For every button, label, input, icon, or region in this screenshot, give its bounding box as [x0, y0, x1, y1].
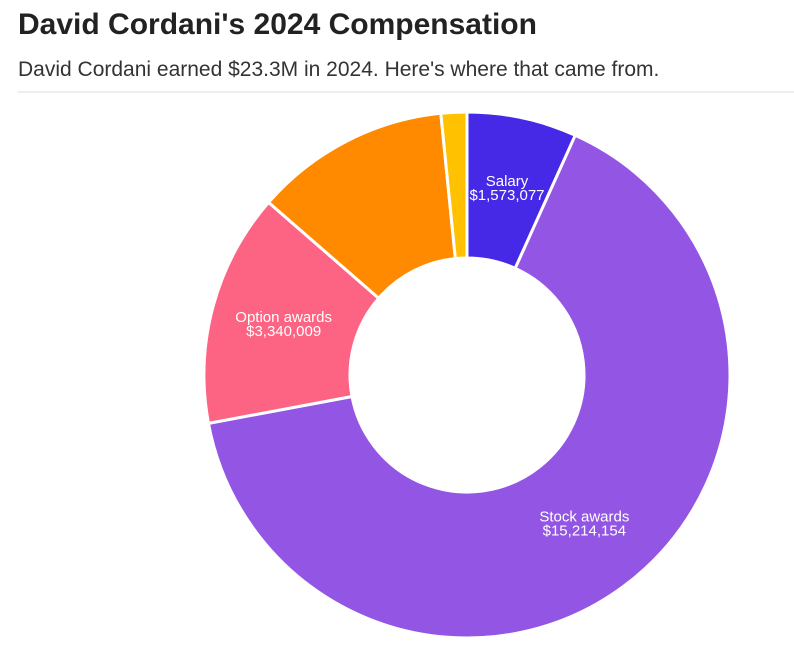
slice: [439, 110, 469, 261]
slice: [202, 200, 381, 426]
slice-value: $3,340,009: [246, 323, 321, 340]
chart-subtitle: David Cordani earned $23.3M in 2024. Her…: [18, 58, 659, 81]
slice: [206, 133, 732, 640]
slice: [266, 111, 457, 301]
slice-label: Stock awards: [539, 508, 629, 525]
chart-title: David Cordani's 2024 Compensation: [18, 8, 537, 41]
slice-label: Option awards: [235, 309, 332, 326]
slice-value: $15,214,154: [543, 522, 626, 539]
slice-label: Salary: [486, 173, 529, 190]
slice-value: $1,573,077: [469, 187, 544, 204]
